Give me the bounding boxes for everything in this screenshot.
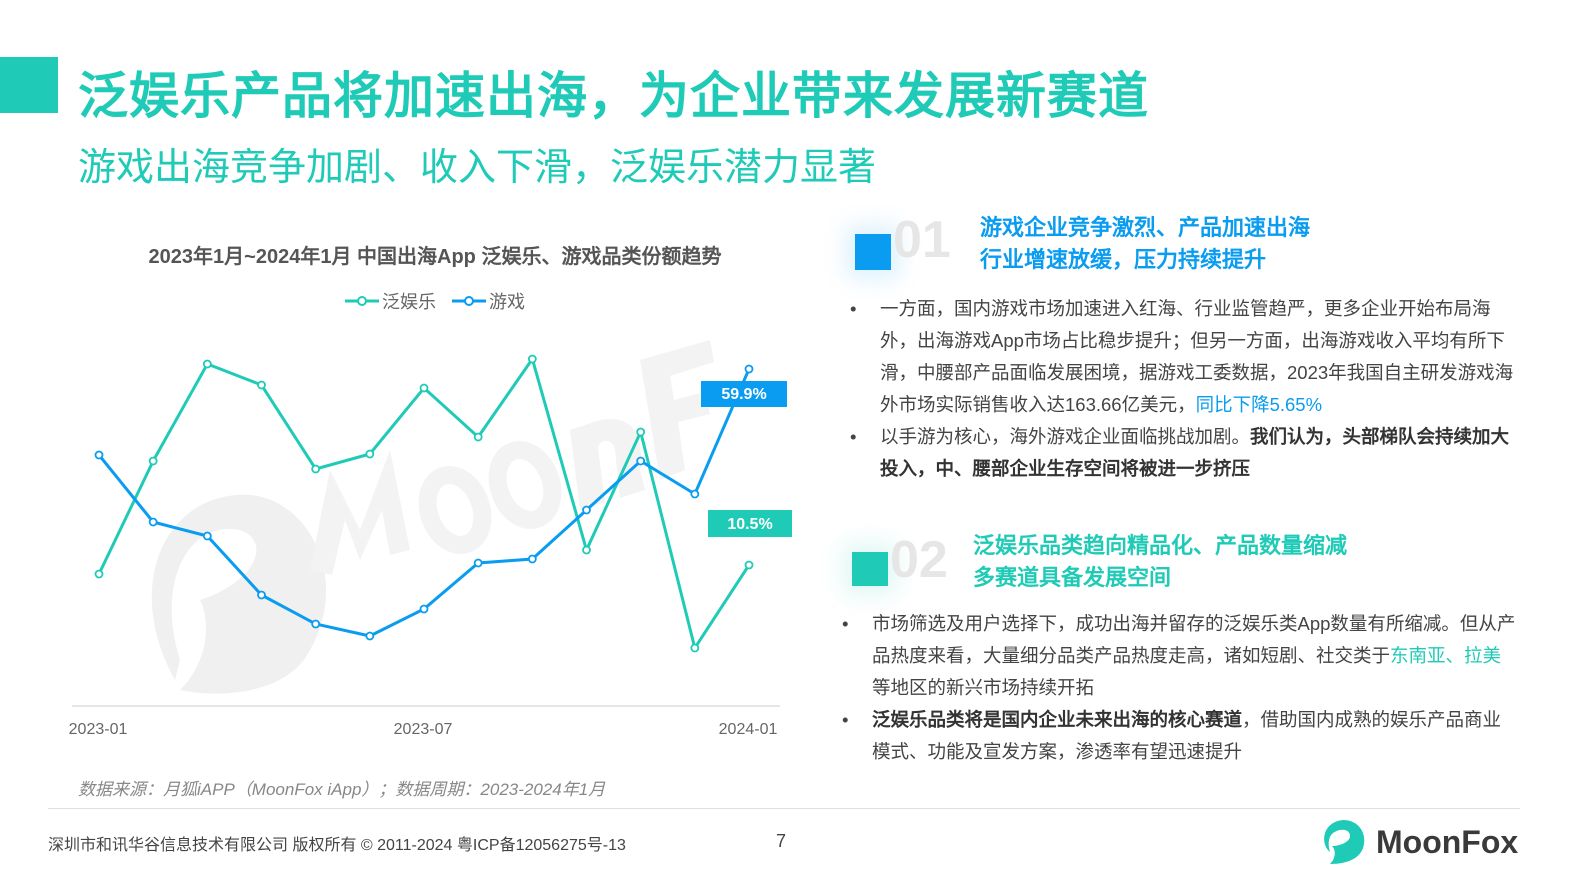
data-point bbox=[365, 449, 375, 459]
data-point bbox=[148, 456, 158, 466]
footer-divider bbox=[48, 808, 1520, 809]
data-point bbox=[744, 560, 754, 570]
data-point bbox=[527, 354, 537, 364]
section-02-bullets: 市场筛选及用户选择下，成功出海并留存的泛娱乐类App数量有所缩减。但从产品热度来… bbox=[842, 608, 1517, 768]
section-01-number: 01 bbox=[893, 211, 951, 269]
data-point bbox=[419, 383, 429, 393]
footer-copyright: 深圳市和讯华谷信息技术有限公司 版权所有 © 2011-2024 粤ICP备12… bbox=[48, 837, 626, 854]
legend-label: 游戏 bbox=[489, 292, 525, 312]
bullet-item: 市场筛选及用户选择下，成功出海并留存的泛娱乐类App数量有所缩减。但从产品热度来… bbox=[842, 608, 1517, 704]
data-point bbox=[636, 427, 646, 437]
data-point bbox=[473, 432, 483, 442]
data-point bbox=[690, 643, 700, 653]
data-point bbox=[311, 619, 321, 629]
bullet-text: 一方面，国内游戏市场加速进入红海、行业监管趋严，更多企业开始布局海外，出海游戏A… bbox=[880, 298, 1514, 415]
data-point bbox=[636, 456, 646, 466]
heading-line: 游戏企业竞争激烈、产品加速出海 bbox=[980, 215, 1311, 240]
bullet-text: 以手游为核心，海外游戏企业面临挑战加剧。 bbox=[880, 426, 1251, 447]
data-point bbox=[744, 364, 754, 374]
watermark bbox=[151, 340, 714, 694]
bullet-item: 泛娱乐品类将是国内企业未来出海的核心赛道，借助国内成熟的娱乐产品商业模式、功能及… bbox=[842, 704, 1517, 768]
data-point bbox=[365, 631, 375, 641]
section-02-marker bbox=[852, 552, 888, 586]
bullet-item: 以手游为核心，海外游戏企业面临挑战加剧。我们认为，头部梯队会持续加大投入，中、腰… bbox=[850, 421, 1520, 485]
bullet-text: ，借助国内成熟的娱乐产品商业模式、功能及宣发方案，渗透率有望迅速提升 bbox=[872, 709, 1502, 762]
highlight-text: 东南亚、拉美 bbox=[1390, 645, 1502, 666]
heading-line: 多赛道具备发展空间 bbox=[973, 565, 1172, 590]
logo-text: MoonFox bbox=[1376, 823, 1519, 860]
moonfox-logo: MoonFox bbox=[1318, 818, 1518, 866]
data-point bbox=[419, 604, 429, 614]
title-accent-bar bbox=[0, 57, 58, 113]
bullet-item: 一方面，国内游戏市场加速进入红海、行业监管趋严，更多企业开始布局海外，出海游戏A… bbox=[850, 293, 1520, 421]
games-end-label-box bbox=[701, 381, 787, 407]
section-02-number: 02 bbox=[890, 531, 948, 589]
legend-item-games: 游戏 bbox=[452, 288, 525, 314]
legend-marker-games bbox=[452, 296, 486, 306]
bullet-text: 等地区的新兴市场持续开拓 bbox=[872, 677, 1095, 698]
section-02-heading: 泛娱乐品类趋向精品化、产品数量缩减 多赛道具备发展空间 bbox=[973, 530, 1347, 594]
bold-text: 我们认为，头部梯队会持续加大投入，中、腰部企业生存空间将被进一步挤压 bbox=[880, 426, 1510, 479]
games-end-label: 59.9% bbox=[721, 386, 766, 403]
bold-text: 泛娱乐品类将是国内企业未来出海的核心赛道 bbox=[872, 709, 1243, 730]
data-point bbox=[690, 489, 700, 499]
section-01-bullets: 一方面，国内游戏市场加速进入红海、行业监管趋严，更多企业开始布局海外，出海游戏A… bbox=[850, 293, 1520, 485]
page-number: 7 bbox=[776, 831, 787, 851]
data-point bbox=[582, 505, 591, 515]
data-source-note: 数据来源：月狐iAPP（MoonFox iApp）；数据周期：2023-2024… bbox=[78, 780, 606, 799]
data-point bbox=[94, 450, 104, 460]
bullet-text: 市场筛选及用户选择下，成功出海并留存的泛娱乐类App数量有所缩减。但从产品热度来… bbox=[872, 613, 1516, 666]
line-chart: 2023-01 2023-07 2024-01 59.9% 10.5% bbox=[69, 340, 792, 738]
data-point bbox=[582, 545, 591, 555]
section-01-heading: 游戏企业竞争激烈、产品加速出海 行业增速放缓，压力持续提升 bbox=[980, 212, 1310, 276]
data-point bbox=[311, 464, 321, 474]
x-tick-label: 2023-07 bbox=[394, 721, 453, 738]
heading-line: 行业增速放缓，压力持续提升 bbox=[980, 247, 1267, 272]
page-title: 泛娱乐产品将加速出海，为企业带来发展新赛道 bbox=[78, 68, 1149, 124]
page-subtitle: 游戏出海竞争加剧、收入下滑，泛娱乐潜力显著 bbox=[78, 147, 877, 189]
data-point bbox=[202, 359, 212, 369]
entertainment-end-label-box bbox=[708, 510, 792, 537]
data-point bbox=[527, 554, 537, 564]
legend-item-entertainment: 泛娱乐 bbox=[345, 288, 436, 314]
moonfox-logo-icon bbox=[1324, 820, 1365, 864]
heading-line: 泛娱乐品类趋向精品化、产品数量缩减 bbox=[973, 533, 1348, 558]
highlight-text: 同比下降5.65% bbox=[1195, 394, 1323, 415]
data-point bbox=[257, 380, 266, 390]
data-point bbox=[202, 531, 212, 541]
data-point bbox=[257, 590, 266, 600]
x-tick-label: 2023-01 bbox=[69, 721, 128, 738]
chart-legend: 泛娱乐 游戏 bbox=[345, 288, 525, 314]
section-01-marker bbox=[855, 234, 891, 270]
data-point bbox=[94, 569, 104, 579]
x-tick-label: 2024-01 bbox=[719, 721, 778, 738]
data-point bbox=[473, 558, 483, 568]
data-point bbox=[148, 517, 158, 527]
legend-label: 泛娱乐 bbox=[382, 292, 436, 312]
chart-title: 2023年1月~2024年1月 中国出海App 泛娱乐、游戏品类份额趋势 bbox=[148, 246, 722, 268]
legend-marker-entertainment bbox=[345, 296, 379, 306]
entertainment-end-label: 10.5% bbox=[727, 516, 772, 533]
